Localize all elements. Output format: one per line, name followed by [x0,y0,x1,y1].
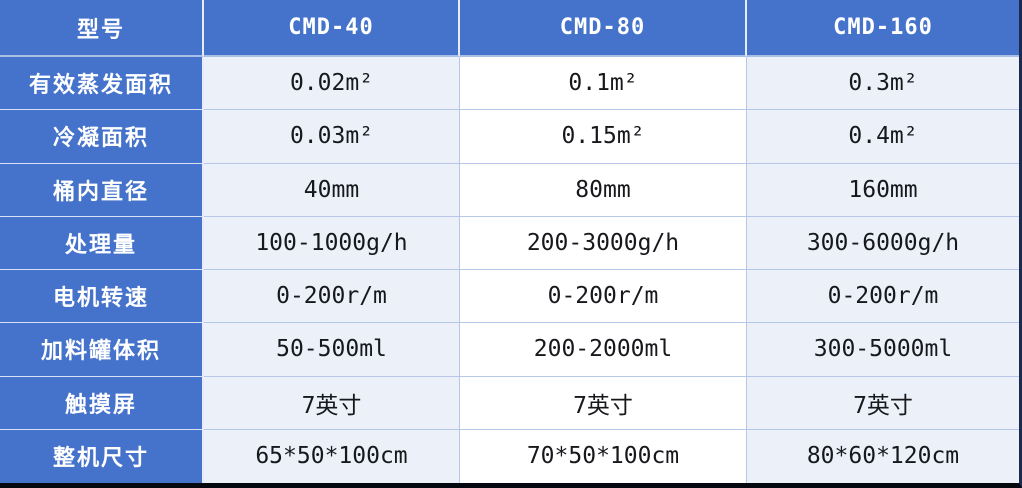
header-cell-cmd40: CMD-40 [204,0,460,57]
value-diameter-cmd40: 40mm [204,163,460,217]
value-evaporation-cmd80: 0.1m² [460,57,747,111]
value-touchscreen-cmd40: 7英寸 [204,376,460,430]
value-evaporation-cmd40: 0.02m² [204,57,460,111]
value-evaporation-cmd160: 0.3m² [747,57,1019,111]
value-condensation-cmd80: 0.15m² [460,110,747,164]
value-touchscreen-cmd80: 7英寸 [460,376,747,430]
value-feed-tank-cmd80: 200-2000ml [460,323,747,377]
value-overall-size-cmd160: 80*60*120cm [747,429,1019,483]
header-cell-cmd80: CMD-80 [460,0,747,57]
row-label-feed-tank-volume: 加料罐体积 [0,323,204,377]
row-label-overall-size: 整机尺寸 [0,429,204,483]
value-feed-tank-cmd160: 300-5000ml [747,323,1019,377]
value-throughput-cmd160: 300-6000g/h [747,216,1019,270]
value-condensation-cmd160: 0.4m² [747,110,1019,164]
value-touchscreen-cmd160: 7英寸 [747,376,1019,430]
row-label-throughput: 处理量 [0,216,204,270]
row-label-condensation-area: 冷凝面积 [0,110,204,164]
value-diameter-cmd80: 80mm [460,163,747,217]
row-label-evaporation-area: 有效蒸发面积 [0,57,204,111]
value-overall-size-cmd80: 70*50*100cm [460,429,747,483]
value-throughput-cmd40: 100-1000g/h [204,216,460,270]
row-label-motor-speed: 电机转速 [0,270,204,324]
row-label-barrel-diameter: 桶内直径 [0,163,204,217]
value-motor-speed-cmd80: 0-200r/m [460,270,747,324]
value-overall-size-cmd40: 65*50*100cm [204,429,460,483]
value-throughput-cmd80: 200-3000g/h [460,216,747,270]
value-feed-tank-cmd40: 50-500ml [204,323,460,377]
value-motor-speed-cmd40: 0-200r/m [204,270,460,324]
value-diameter-cmd160: 160mm [747,163,1019,217]
header-cell-cmd160: CMD-160 [747,0,1019,57]
row-label-touchscreen: 触摸屏 [0,376,204,430]
value-condensation-cmd40: 0.03m² [204,110,460,164]
value-motor-speed-cmd160: 0-200r/m [747,270,1019,324]
header-cell-model: 型号 [0,0,204,57]
